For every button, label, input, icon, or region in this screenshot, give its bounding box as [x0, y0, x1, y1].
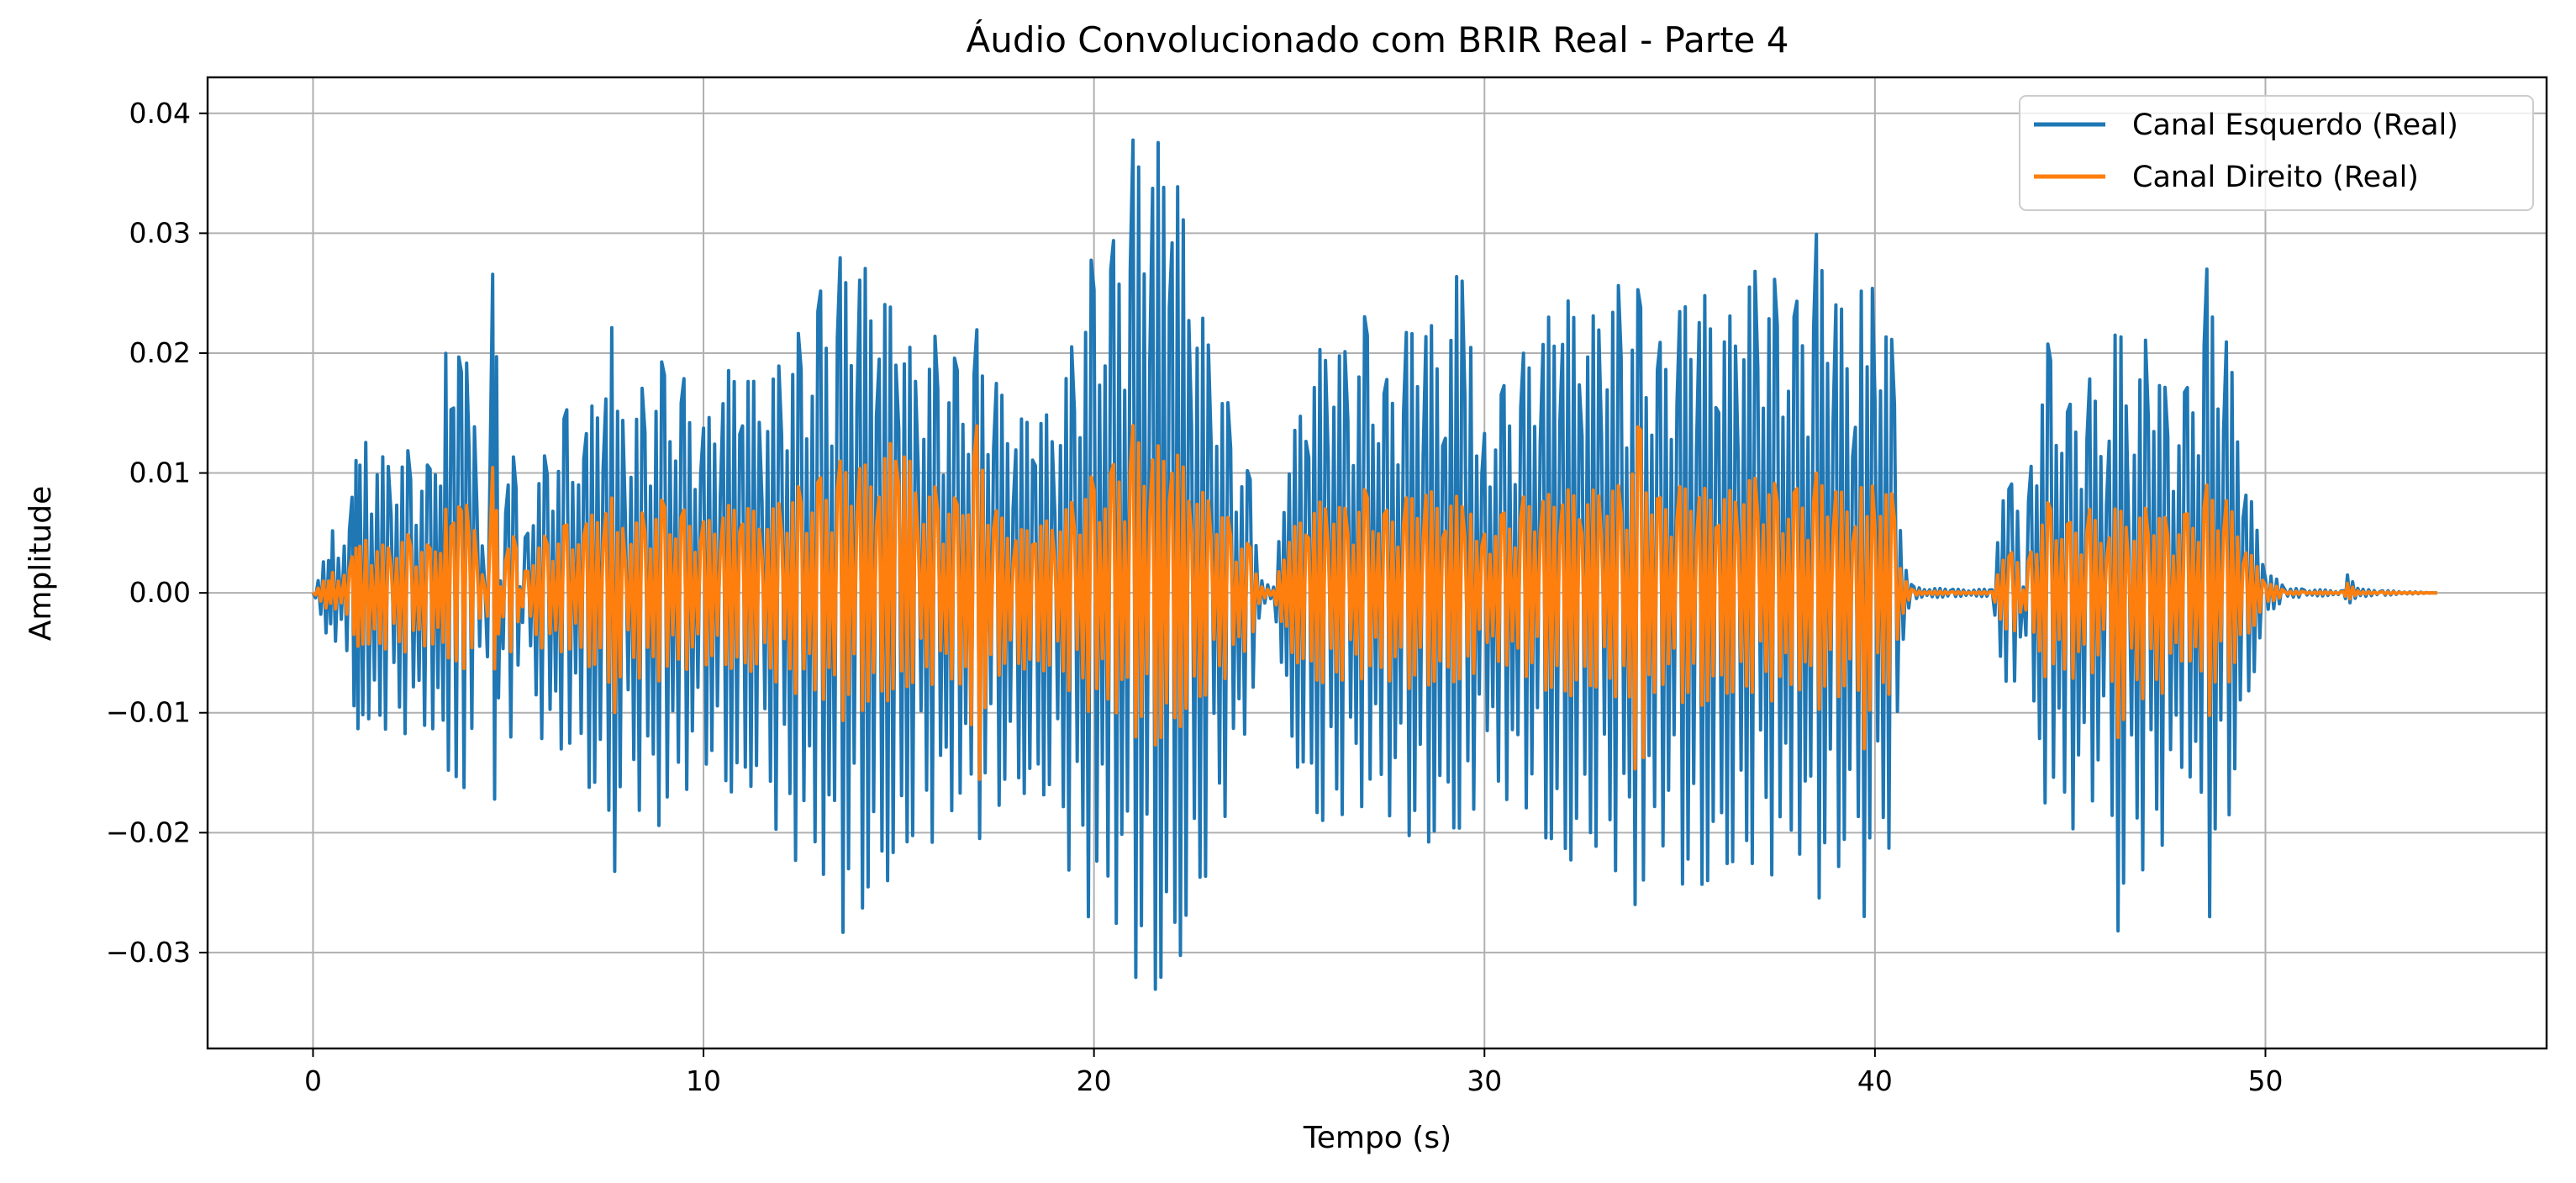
- y-tick-label: −0.03: [106, 936, 191, 969]
- x-axis-label: Tempo (s): [1303, 1121, 1451, 1155]
- y-tick-label: 0.03: [129, 216, 191, 249]
- y-axis-label: Amplitude: [24, 486, 58, 641]
- x-tick-label: 40: [1857, 1064, 1893, 1097]
- series-canal-direito: [312, 424, 2437, 781]
- x-tick-label: 0: [304, 1064, 322, 1097]
- y-tick-label: 0.00: [129, 576, 191, 609]
- chart-title: Áudio Convolucionado com BRIR Real - Par…: [967, 18, 1789, 61]
- y-tick-label: 0.04: [129, 97, 191, 129]
- x-axis: 0 10 20 30 40 50: [304, 1048, 2283, 1097]
- x-tick-label: 50: [2247, 1064, 2283, 1097]
- y-tick-label: 0.01: [129, 457, 191, 489]
- legend-box: [2019, 95, 2534, 211]
- y-axis: 0.04 0.03 0.02 0.01 0.00 −0.01 −0.02 −0.03: [106, 97, 208, 969]
- legend-label-left: Canal Esquerdo (Real): [2132, 108, 2458, 142]
- series-line: [312, 424, 2437, 781]
- y-tick-label: −0.01: [106, 696, 191, 729]
- x-tick-label: 20: [1077, 1064, 1112, 1097]
- y-tick-label: −0.02: [106, 816, 191, 848]
- x-tick-label: 30: [1467, 1064, 1502, 1097]
- legend-label-right: Canal Direito (Real): [2132, 161, 2419, 194]
- y-tick-label: 0.02: [129, 336, 191, 369]
- legend: Canal Esquerdo (Real) Canal Direito (Rea…: [2019, 95, 2534, 211]
- plot-frame: [206, 76, 2548, 1050]
- plot-series: [311, 138, 2437, 991]
- x-tick-label: 10: [686, 1064, 721, 1097]
